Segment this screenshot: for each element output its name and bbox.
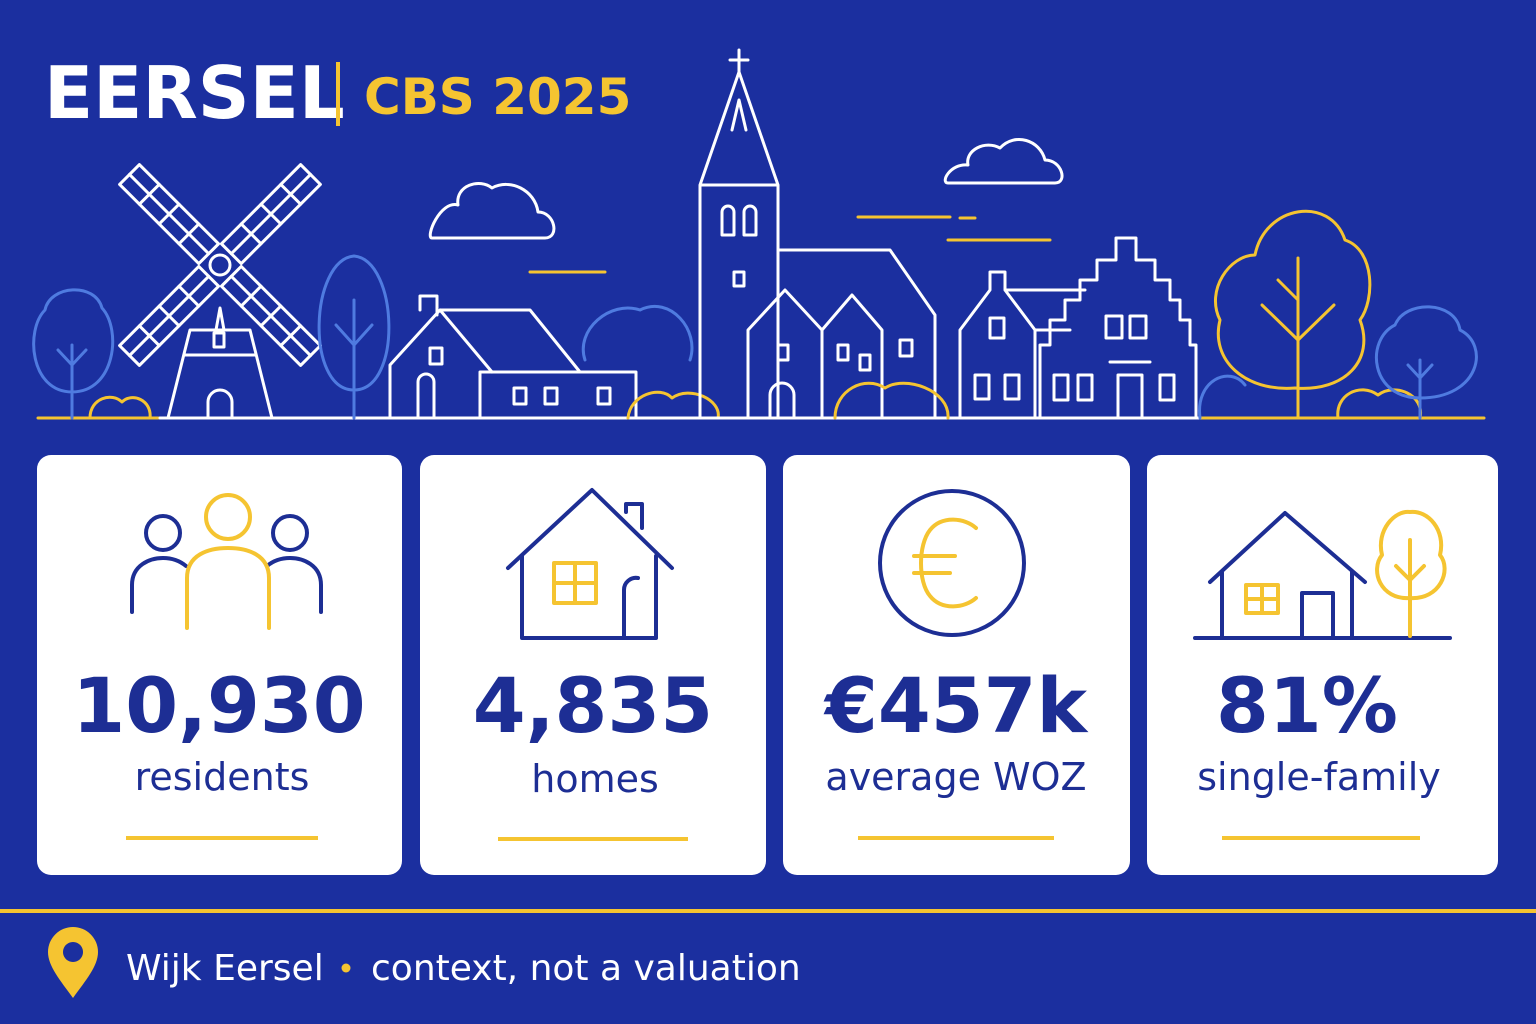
skyline-illustration-part <box>388 294 638 420</box>
stat-value: 4,835 <box>473 661 713 750</box>
skyline-illustration-part <box>732 270 746 288</box>
stat-card <box>420 455 766 875</box>
euro-icon-part <box>878 489 1026 637</box>
footer-note: context, not a valuation <box>371 948 801 989</box>
skyline-illustration-part-part <box>208 253 232 277</box>
skyline-illustration-part <box>768 338 914 420</box>
stat-value: 10,930 <box>72 661 365 750</box>
house-icon-part <box>506 488 674 640</box>
skyline-illustration-part <box>720 204 758 237</box>
skyline-illustration-part <box>88 395 152 420</box>
stat-label: single-family <box>1197 755 1441 799</box>
skyline-illustration-part <box>512 386 528 406</box>
skyline-illustration-part <box>988 316 1006 340</box>
skyline-illustration-part <box>833 381 950 420</box>
skyline-illustration-part <box>958 270 1087 420</box>
skyline-illustration-part <box>428 182 556 240</box>
location-pin-icon <box>48 927 98 998</box>
skyline-illustration-part <box>1336 388 1422 420</box>
skyline-illustration-part <box>581 304 694 362</box>
title: EERSEL <box>44 51 345 135</box>
skyline-illustration-part <box>212 331 226 349</box>
skyline-illustration-part <box>596 386 612 406</box>
skyline-illustration-part <box>1052 314 1176 420</box>
house-tree-icon-part <box>1244 583 1280 615</box>
stat-label: average WOZ <box>825 755 1086 799</box>
skyline-illustration-part <box>698 48 780 420</box>
skyline-illustration-part <box>973 373 991 401</box>
house-tree-icon <box>1193 509 1452 640</box>
euro-icon-part <box>912 517 978 609</box>
skyline-illustration-part <box>428 346 444 366</box>
skyline-illustration <box>32 48 1486 420</box>
skyline-illustration-part <box>746 248 937 420</box>
stat-card <box>37 455 402 875</box>
stat-cards: 10,930 4,835 €457k 81% residents homes a… <box>37 455 1498 875</box>
footer-location: Wijk Eersel <box>126 948 324 989</box>
stat-label: residents <box>135 755 310 799</box>
stat-label: homes <box>531 757 659 801</box>
euro-icon <box>878 489 1026 637</box>
skyline-illustration-part <box>1198 374 1247 420</box>
skyline-illustration-part <box>166 306 274 420</box>
stat-value: 81% <box>1216 661 1398 750</box>
subtitle: CBS 2025 <box>364 68 631 126</box>
skyline-illustration-part <box>543 386 559 406</box>
people-icon-part <box>144 514 182 552</box>
skyline-illustration-part-part <box>127 172 313 358</box>
people-icon-part <box>185 546 271 630</box>
skyline-illustration-part <box>1003 373 1021 401</box>
skyline-illustration-part <box>943 138 1064 185</box>
people-icon-part <box>265 556 323 614</box>
skyline-illustration-part <box>1214 209 1372 420</box>
skyline-illustration-part <box>1038 236 1198 420</box>
people-icon-part <box>271 514 309 552</box>
house-tree-icon-part <box>1375 509 1447 638</box>
skyline-illustration-part <box>416 372 436 420</box>
skyline-illustration-part <box>317 254 391 420</box>
people-icon-part <box>130 556 188 614</box>
stat-card <box>783 455 1130 875</box>
people-icon <box>130 493 323 630</box>
footer-separator <box>341 963 351 973</box>
skyline-illustration-part <box>1374 305 1478 420</box>
house-icon-part <box>552 561 598 605</box>
house-tree-icon-part <box>1193 511 1452 640</box>
people-icon-part <box>204 493 252 541</box>
skyline-illustration-part <box>32 288 115 420</box>
stat-value: €457k <box>823 661 1089 750</box>
skyline-illustration-part <box>626 390 720 420</box>
house-icon <box>506 488 674 640</box>
skyline-illustration-part <box>118 163 322 367</box>
